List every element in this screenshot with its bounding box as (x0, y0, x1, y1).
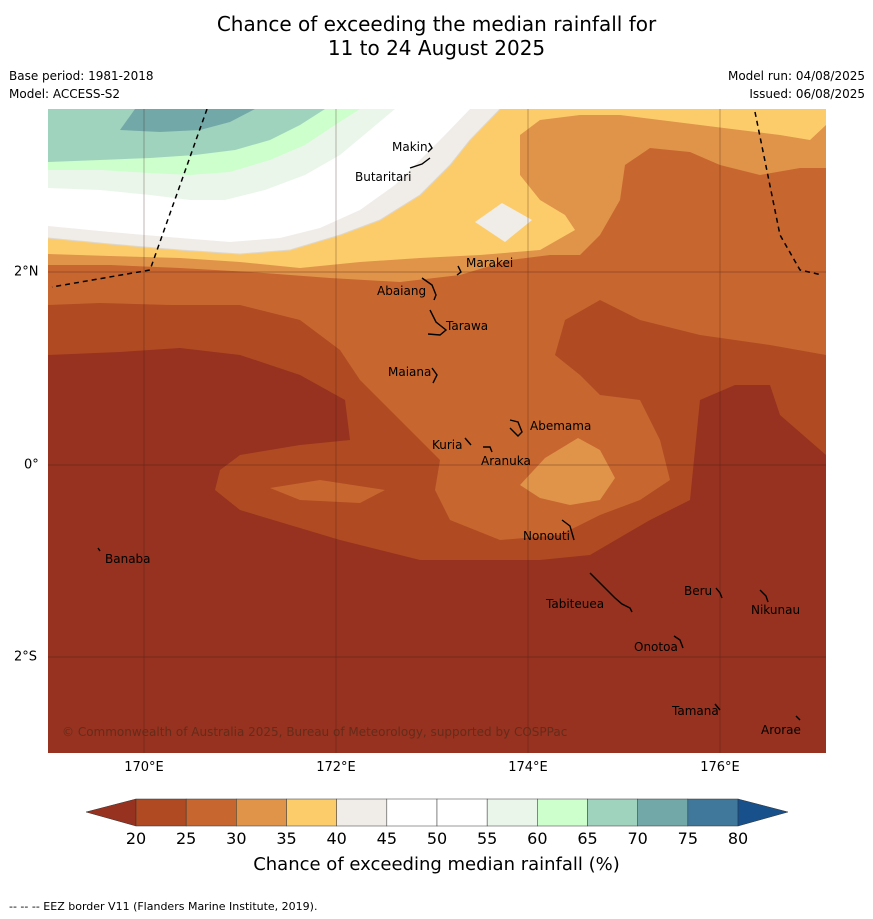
colorbar-tick-label: 75 (677, 829, 699, 848)
colorbar-cell (587, 798, 638, 827)
colorbar-tick-label: 25 (175, 829, 197, 848)
colorbar-cell (135, 798, 187, 827)
contour-30-35-inset (270, 480, 385, 503)
colorbar-tick-label: 55 (476, 829, 498, 848)
colorbar-under-arrow (86, 798, 137, 827)
lon-label-176: 176°E (700, 760, 740, 775)
base-period: Base period: 1981-2018 (9, 69, 154, 83)
issued-date: Issued: 06/08/2025 (749, 87, 865, 101)
meta-left: Base period: 1981-2018 Model: ACCESS-S2 (9, 67, 154, 103)
colorbar-cell (436, 798, 488, 827)
colorbar-tick-label: 40 (326, 829, 347, 848)
colorbar-over-arrow (737, 798, 788, 827)
label-makin: Makin (392, 140, 428, 154)
contour-line-45 (48, 109, 501, 255)
label-nikunau: Nikunau (751, 603, 800, 617)
contour-70-75 (120, 109, 255, 132)
map-title: Chance of exceeding the median rainfall … (0, 12, 873, 60)
label-kuria: Kuria (432, 438, 463, 452)
colorbar-cell (537, 798, 588, 827)
colorbar-cell (486, 798, 538, 827)
lat-label-2n: 2°N (14, 264, 39, 280)
label-tarawa: Tarawa (445, 319, 488, 333)
title-line-2: 11 to 24 August 2025 (327, 36, 546, 60)
contour-35-40-south (520, 438, 615, 505)
colorbar-tick-label: 60 (527, 829, 548, 848)
lat-label-2s: 2°S (14, 649, 38, 665)
lon-label-172: 172°E (316, 760, 356, 775)
colorbar-tick-label: 65 (577, 829, 598, 848)
label-abaiang: Abaiang (377, 284, 426, 298)
colorbar-cell (637, 798, 689, 827)
colorbar-cell (687, 798, 739, 827)
colorbar-tick-label: 80 (727, 829, 749, 848)
colorbar-cell (336, 798, 388, 827)
label-tamana: Tamana (671, 704, 719, 718)
lat-label-0: 0° (24, 457, 39, 473)
colorbar-tick-label: 20 (125, 829, 147, 848)
model-run: Model run: 04/08/2025 (727, 69, 865, 83)
eez-border (51, 109, 823, 288)
colorbar-cell (185, 798, 237, 827)
colorbar-cell (286, 798, 337, 827)
colorbar-tick-label: 70 (627, 829, 648, 848)
label-onotoa: Onotoa (634, 640, 678, 654)
lon-label-174: 174°E (508, 760, 548, 775)
title-line-1: Chance of exceeding the median rainfall … (216, 12, 657, 36)
colorbar-cell (236, 798, 287, 827)
contour-65-70 (48, 109, 325, 162)
label-butaritari: Butaritari (355, 170, 412, 184)
model-name: Model: ACCESS-S2 (9, 87, 121, 101)
meta-right: Model run: 04/08/2025 Issued: 06/08/2025 (728, 67, 865, 103)
label-banaba: Banaba (105, 552, 151, 566)
island-outlines (97, 142, 801, 721)
colorbar-cell (386, 798, 438, 827)
colorbar-cells (135, 798, 739, 827)
contour-45-50-patch (475, 203, 532, 242)
rainfall-map: Makin Butaritari Marakei Abaiang Tarawa … (48, 109, 826, 753)
label-tabiteuea: Tabiteuea (545, 597, 604, 611)
eez-footer-note: -- -- -- EEZ border V11 (Flanders Marine… (9, 900, 318, 913)
colorbar-label: Chance of exceeding median rainfall (%) (253, 854, 620, 875)
colorbar-tick-label: 30 (226, 829, 247, 848)
label-aranuka: Aranuka (481, 454, 531, 468)
lon-label-170: 170°E (124, 760, 164, 775)
place-labels: Makin Butaritari Marakei Abaiang Tarawa … (105, 140, 801, 737)
graticule (48, 109, 826, 753)
colorbar-tick-label: 50 (426, 829, 448, 848)
label-beru: Beru (684, 584, 712, 598)
label-maiana: Maiana (388, 365, 431, 379)
label-arorae: Arorae (761, 723, 801, 737)
colorbar (86, 798, 788, 827)
label-marakei: Marakei (466, 256, 513, 270)
colorbar-tick-label: 35 (276, 829, 297, 848)
label-abemama: Abemama (530, 419, 591, 433)
colorbar-tick-label: 45 (376, 829, 398, 848)
label-nonouti: Nonouti (523, 529, 570, 543)
copyright-note: © Commonwealth of Australia 2025, Bureau… (62, 725, 567, 739)
